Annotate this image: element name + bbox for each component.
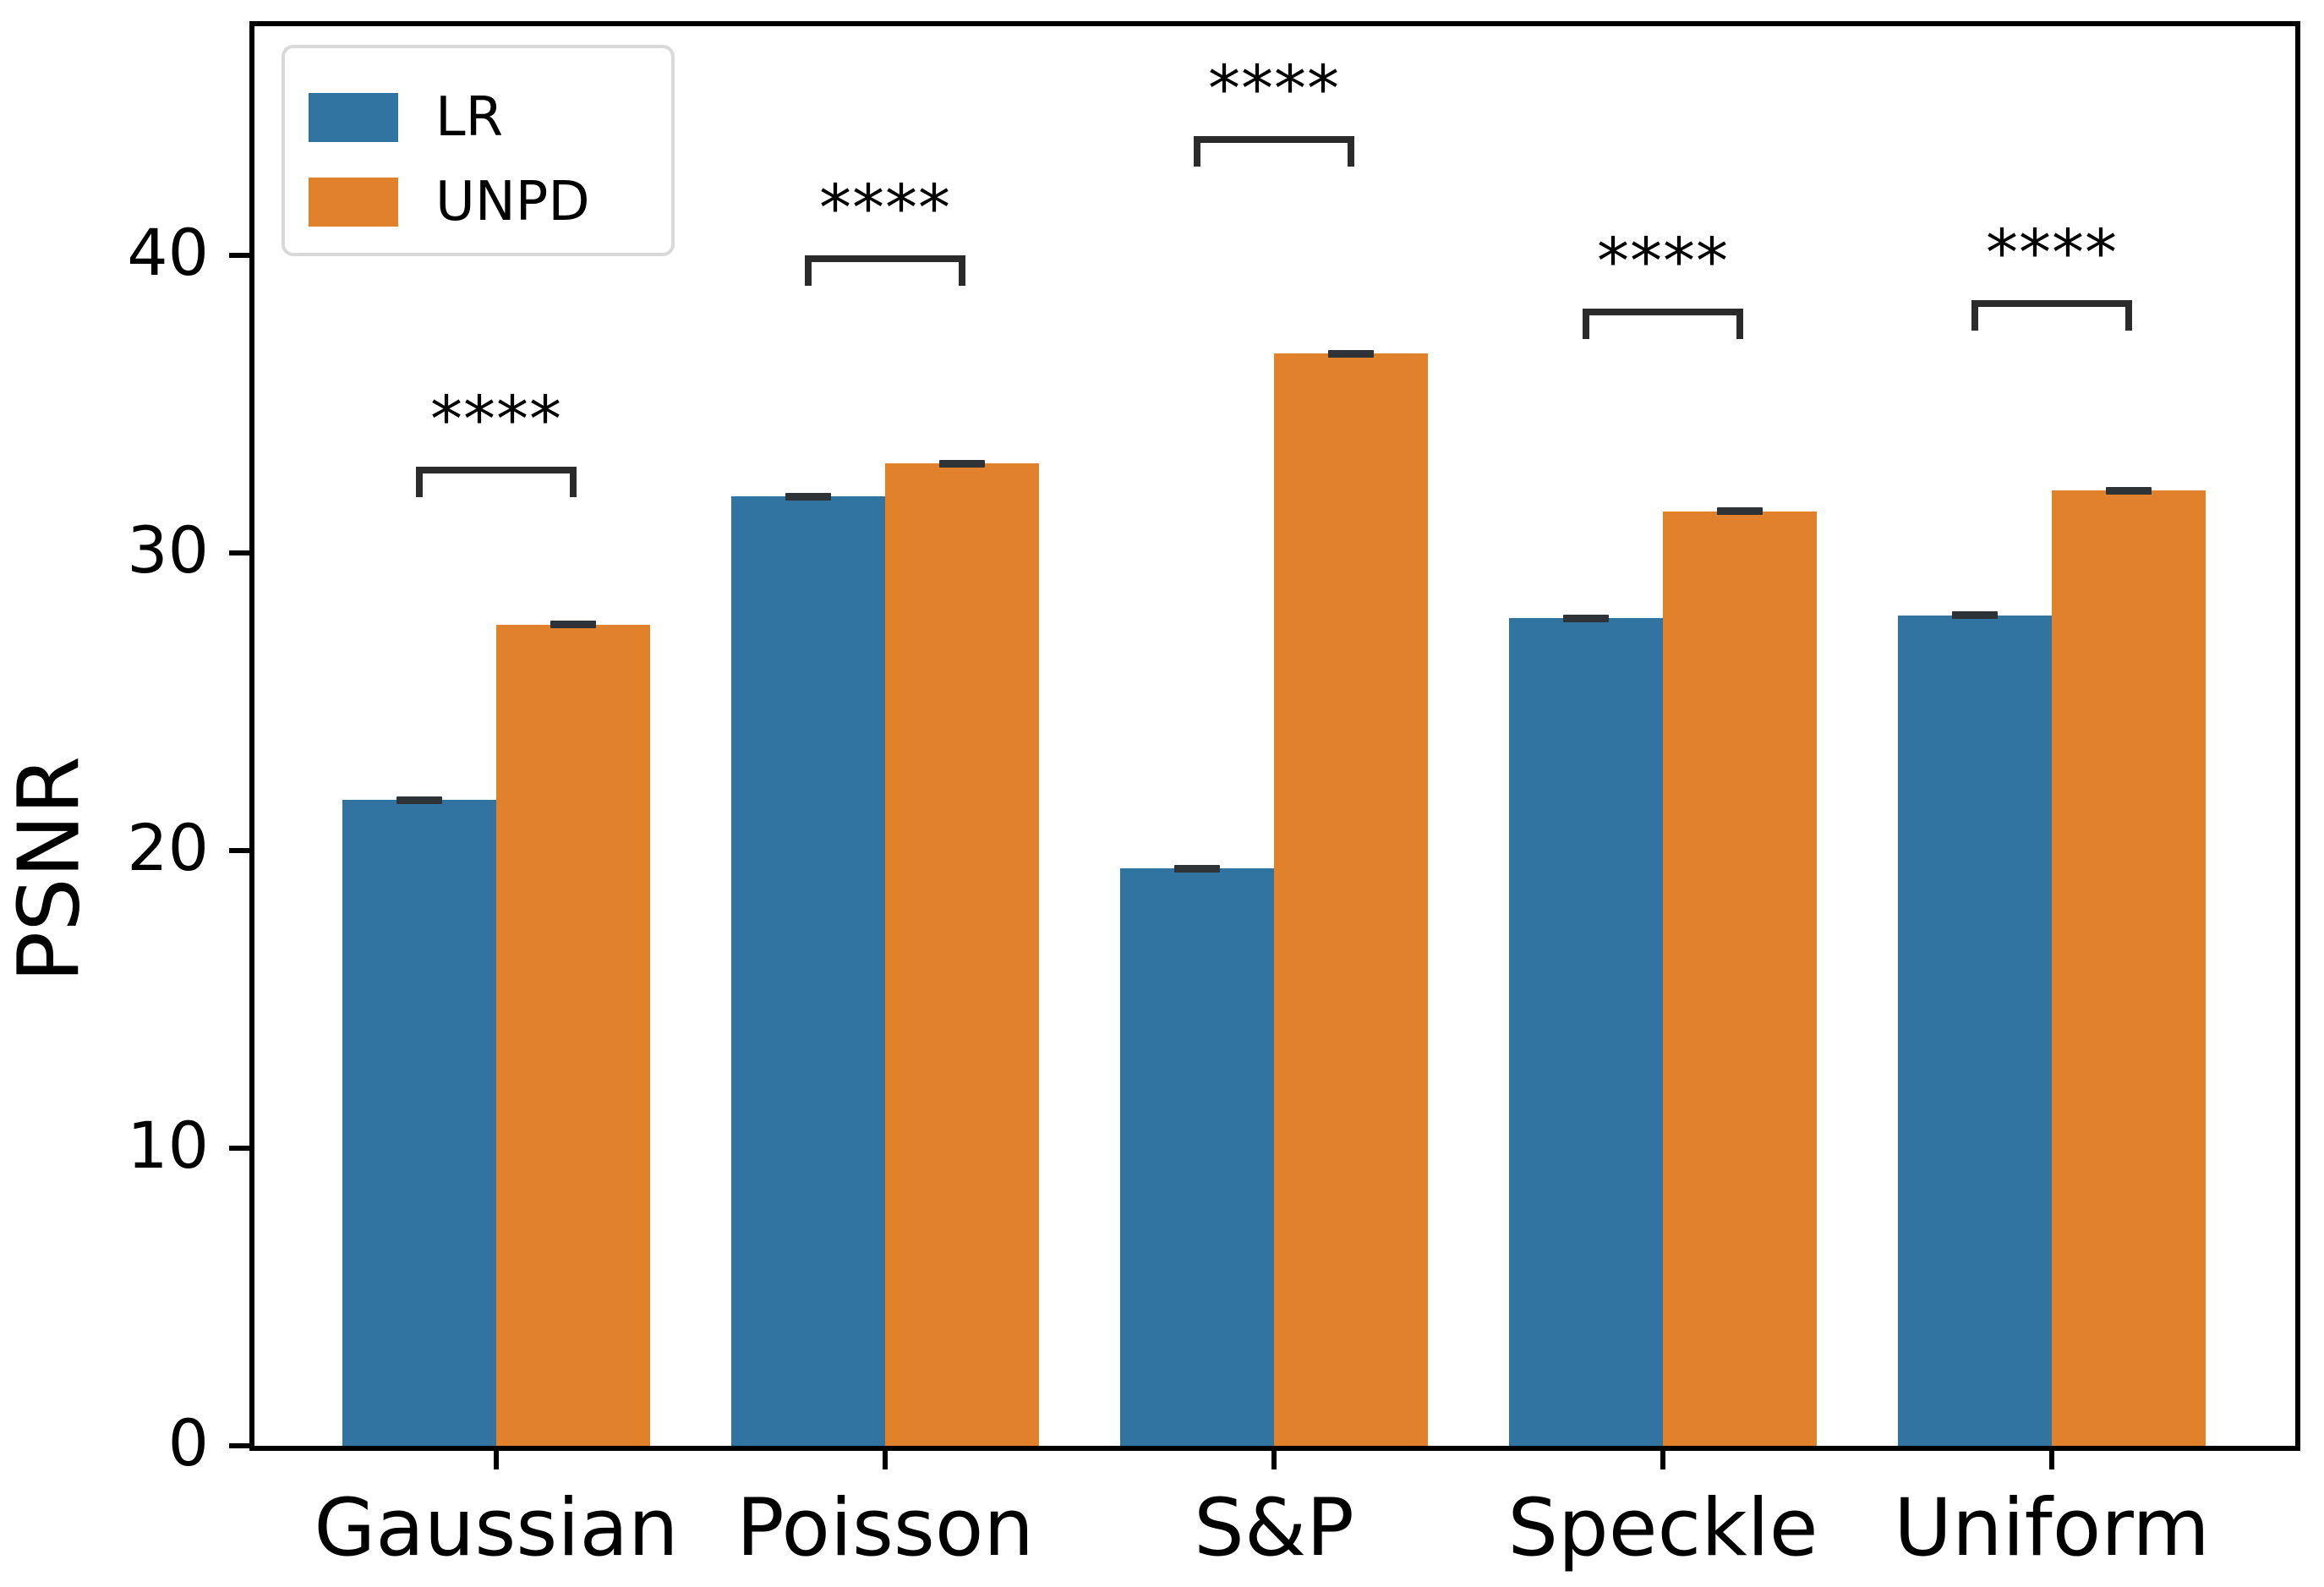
sig-stars-2: **** [1208, 51, 1340, 127]
error-cap [939, 459, 985, 468]
x-tick-label: Gaussian [314, 1482, 679, 1574]
x-tick-label: Poisson [736, 1482, 1034, 1574]
bar-unpd-3 [1663, 511, 1817, 1446]
plot-area: **** **** **** **** **** LR UNPD [249, 21, 2300, 1451]
bar-lr-2 [1120, 868, 1274, 1446]
x-tick-label: Uniform [1894, 1482, 2210, 1574]
bar-unpd-1 [885, 463, 1039, 1446]
y-tick-mark [229, 253, 249, 259]
legend-swatch-unpd [309, 178, 398, 227]
bar-lr-4 [1898, 615, 2052, 1446]
bar-lr-3 [1509, 618, 1663, 1446]
x-tick-label: S&P [1194, 1482, 1354, 1574]
error-cap [550, 621, 596, 629]
y-tick-mark [229, 550, 249, 556]
x-tick-label: Speckle [1507, 1482, 1818, 1574]
sig-stars-3: **** [1597, 223, 1729, 299]
sig-bracket-2 [1194, 136, 1354, 167]
error-cap [1328, 349, 1374, 358]
x-tick-mark [494, 1451, 499, 1469]
y-tick-label: 40 [127, 214, 209, 290]
legend-item-lr: LR [309, 75, 671, 160]
x-tick-mark [1271, 1451, 1277, 1469]
error-cap [1717, 507, 1763, 516]
error-cap [1174, 864, 1220, 873]
sig-stars-0: **** [430, 380, 562, 457]
sig-bracket-3 [1583, 309, 1743, 340]
error-cap [785, 492, 831, 501]
y-tick-label: 0 [167, 1404, 209, 1480]
error-cap [1952, 611, 1998, 620]
y-tick-mark [229, 1443, 249, 1448]
y-tick-mark [229, 1146, 249, 1151]
sig-stars-4: **** [1986, 214, 2118, 290]
bar-unpd-2 [1274, 353, 1428, 1446]
sig-bracket-4 [1971, 299, 2132, 331]
x-tick-mark [2049, 1451, 2054, 1469]
legend-swatch-lr [309, 93, 398, 142]
y-tick-label: 20 [127, 809, 209, 885]
x-tick-mark [883, 1451, 888, 1469]
bar-unpd-4 [2052, 490, 2206, 1446]
legend-label-unpd: UNPD [435, 171, 590, 233]
sig-bracket-1 [805, 255, 965, 287]
x-tick-mark [1660, 1451, 1665, 1469]
bar-lr-0 [342, 800, 496, 1446]
legend: LR UNPD [282, 45, 675, 256]
sig-stars-1: **** [819, 170, 951, 246]
error-cap [2106, 486, 2152, 495]
legend-item-unpd: UNPD [309, 160, 671, 244]
y-tick-mark [229, 848, 249, 854]
bar-unpd-0 [496, 624, 650, 1446]
error-cap [1563, 614, 1609, 622]
error-cap [396, 796, 442, 804]
bar-lr-1 [731, 496, 885, 1446]
legend-label-lr: LR [435, 86, 504, 149]
sig-bracket-0 [416, 466, 577, 497]
y-tick-label: 10 [127, 1107, 209, 1183]
y-tick-label: 30 [127, 512, 209, 588]
